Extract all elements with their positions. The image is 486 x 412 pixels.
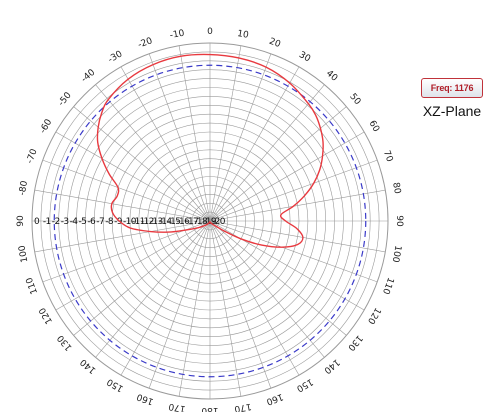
radial-tick-label: -9 <box>114 217 123 227</box>
polar-grid <box>31 42 389 400</box>
angle-tick-label: 140 <box>321 356 341 375</box>
grid-spoke <box>42 159 211 222</box>
radial-tick-label: -13 <box>150 217 163 227</box>
angle-tick-label: 20 <box>268 37 282 50</box>
grid-spoke <box>209 131 365 222</box>
angle-tick-label: 160 <box>135 391 155 406</box>
angle-tick-label: -20 <box>137 36 154 51</box>
grid-spoke <box>209 220 347 336</box>
angle-tick-label: -30 <box>107 49 125 65</box>
radial-tick-label: -17 <box>185 217 198 227</box>
angle-tick-label: 70 <box>381 149 394 163</box>
angle-tick-label: 160 <box>265 391 285 406</box>
angle-tick-label: 170 <box>233 401 252 412</box>
grid-spoke <box>55 131 211 222</box>
grid-spoke <box>209 159 378 222</box>
grid-spoke <box>120 66 211 222</box>
grid-spoke <box>95 84 211 222</box>
grid-spoke <box>209 220 365 311</box>
grid-spoke <box>95 220 211 358</box>
radial-tick-label: -20 <box>212 217 226 227</box>
radial-tick-label: -10 <box>123 217 137 227</box>
angle-tick-label: 150 <box>294 376 314 393</box>
grid-spoke <box>209 220 242 397</box>
radial-tick-label: -5 <box>79 217 87 227</box>
grid-spoke <box>209 53 272 222</box>
radial-tick-label: -2 <box>52 217 60 227</box>
grid-spoke <box>209 220 386 253</box>
radial-tick-label: -4 <box>70 217 79 227</box>
angle-tick-label: 80 <box>390 182 402 195</box>
radial-tick-label: -14 <box>159 217 173 227</box>
angle-tick-label: 10 <box>236 29 249 41</box>
angle-tick-label: 110 <box>380 276 395 296</box>
grid-spoke <box>178 220 211 397</box>
angle-tick-label: -50 <box>57 90 74 108</box>
plane-label: XZ-Plane <box>422 103 482 119</box>
grid-spoke <box>209 220 272 389</box>
grid-spoke <box>34 189 211 222</box>
frequency-badge-text: Freq: 1176 <box>430 83 474 93</box>
angle-tick-label: 180 <box>201 405 218 412</box>
radial-tick-label: -3 <box>61 217 69 227</box>
reference-level-circle <box>53 64 367 378</box>
angle-tick-label: 60 <box>366 119 381 134</box>
radial-tick-label: -16 <box>176 217 190 227</box>
angle-tick-label: 90 <box>394 215 404 227</box>
angle-tick-label: 100 <box>390 244 403 263</box>
angle-tick-label: 150 <box>105 376 125 393</box>
polar-radiation-chart: 0 -1 -2 -3 -4 -5 -6 -7 -8 -9 -10-11-12-13-14-15-16… <box>16 27 404 412</box>
grid-spoke <box>73 220 211 336</box>
grid-spoke <box>209 220 300 376</box>
angle-tick-label: -40 <box>80 67 98 84</box>
radial-tick-label: -6 <box>87 217 96 227</box>
angle-tick-label: 110 <box>25 276 40 296</box>
grid-spoke <box>178 45 211 222</box>
grid-spoke <box>209 84 325 222</box>
radial-tick-label: -11 <box>132 217 145 227</box>
angle-tick-label: -80 <box>18 180 30 196</box>
grid-spoke <box>148 53 211 222</box>
grid-spoke <box>34 220 211 253</box>
angle-tick-label: 120 <box>38 305 55 325</box>
angle-tick-label: 30 <box>297 50 312 65</box>
angle-tick-label: -70 <box>25 147 40 164</box>
grid-spoke <box>209 45 242 222</box>
radial-tick-label: -1 <box>43 217 51 227</box>
radiation-pattern-line <box>96 53 324 248</box>
grid-spoke <box>148 220 211 389</box>
radial-tick-label: 0 <box>34 217 40 227</box>
grid-spoke <box>55 220 211 311</box>
angle-tick-label: 90 <box>16 215 26 227</box>
angle-tick-label: 130 <box>345 333 364 353</box>
radial-tick-label: -18 <box>194 217 208 227</box>
angle-tick-label: 100 <box>17 244 30 263</box>
radial-tick-label: -7 <box>96 217 104 227</box>
grid-spoke <box>209 106 347 222</box>
grid-spoke <box>209 220 325 358</box>
angle-tick-label: -10 <box>169 29 185 41</box>
angle-tick-label: 40 <box>324 69 339 84</box>
grid-spoke <box>209 66 300 222</box>
grid-spoke <box>120 220 211 376</box>
grid-spoke <box>73 106 211 222</box>
angle-tick-label: -60 <box>38 117 54 135</box>
angle-tick-label: 130 <box>56 332 75 352</box>
radial-tick-label: -12 <box>141 217 154 227</box>
radial-tick-label: -8 <box>105 217 114 227</box>
angle-tick-label: 0 <box>207 27 213 37</box>
grid-spoke <box>209 220 378 283</box>
angle-tick-label: 140 <box>79 356 99 375</box>
radial-tick-labels: 0 -1 -2 -3 -4 -5 -6 -7 -8 -9 -10-11-12-13-14-15-16… <box>34 217 226 227</box>
angle-tick-label: 120 <box>365 306 382 326</box>
angle-tick-label: 50 <box>347 92 362 107</box>
radial-tick-label: -15 <box>168 217 181 227</box>
angle-tick-label: 170 <box>168 401 187 412</box>
grid-spoke <box>209 189 386 222</box>
frequency-badge[interactable]: Freq: 1176 <box>421 78 483 98</box>
